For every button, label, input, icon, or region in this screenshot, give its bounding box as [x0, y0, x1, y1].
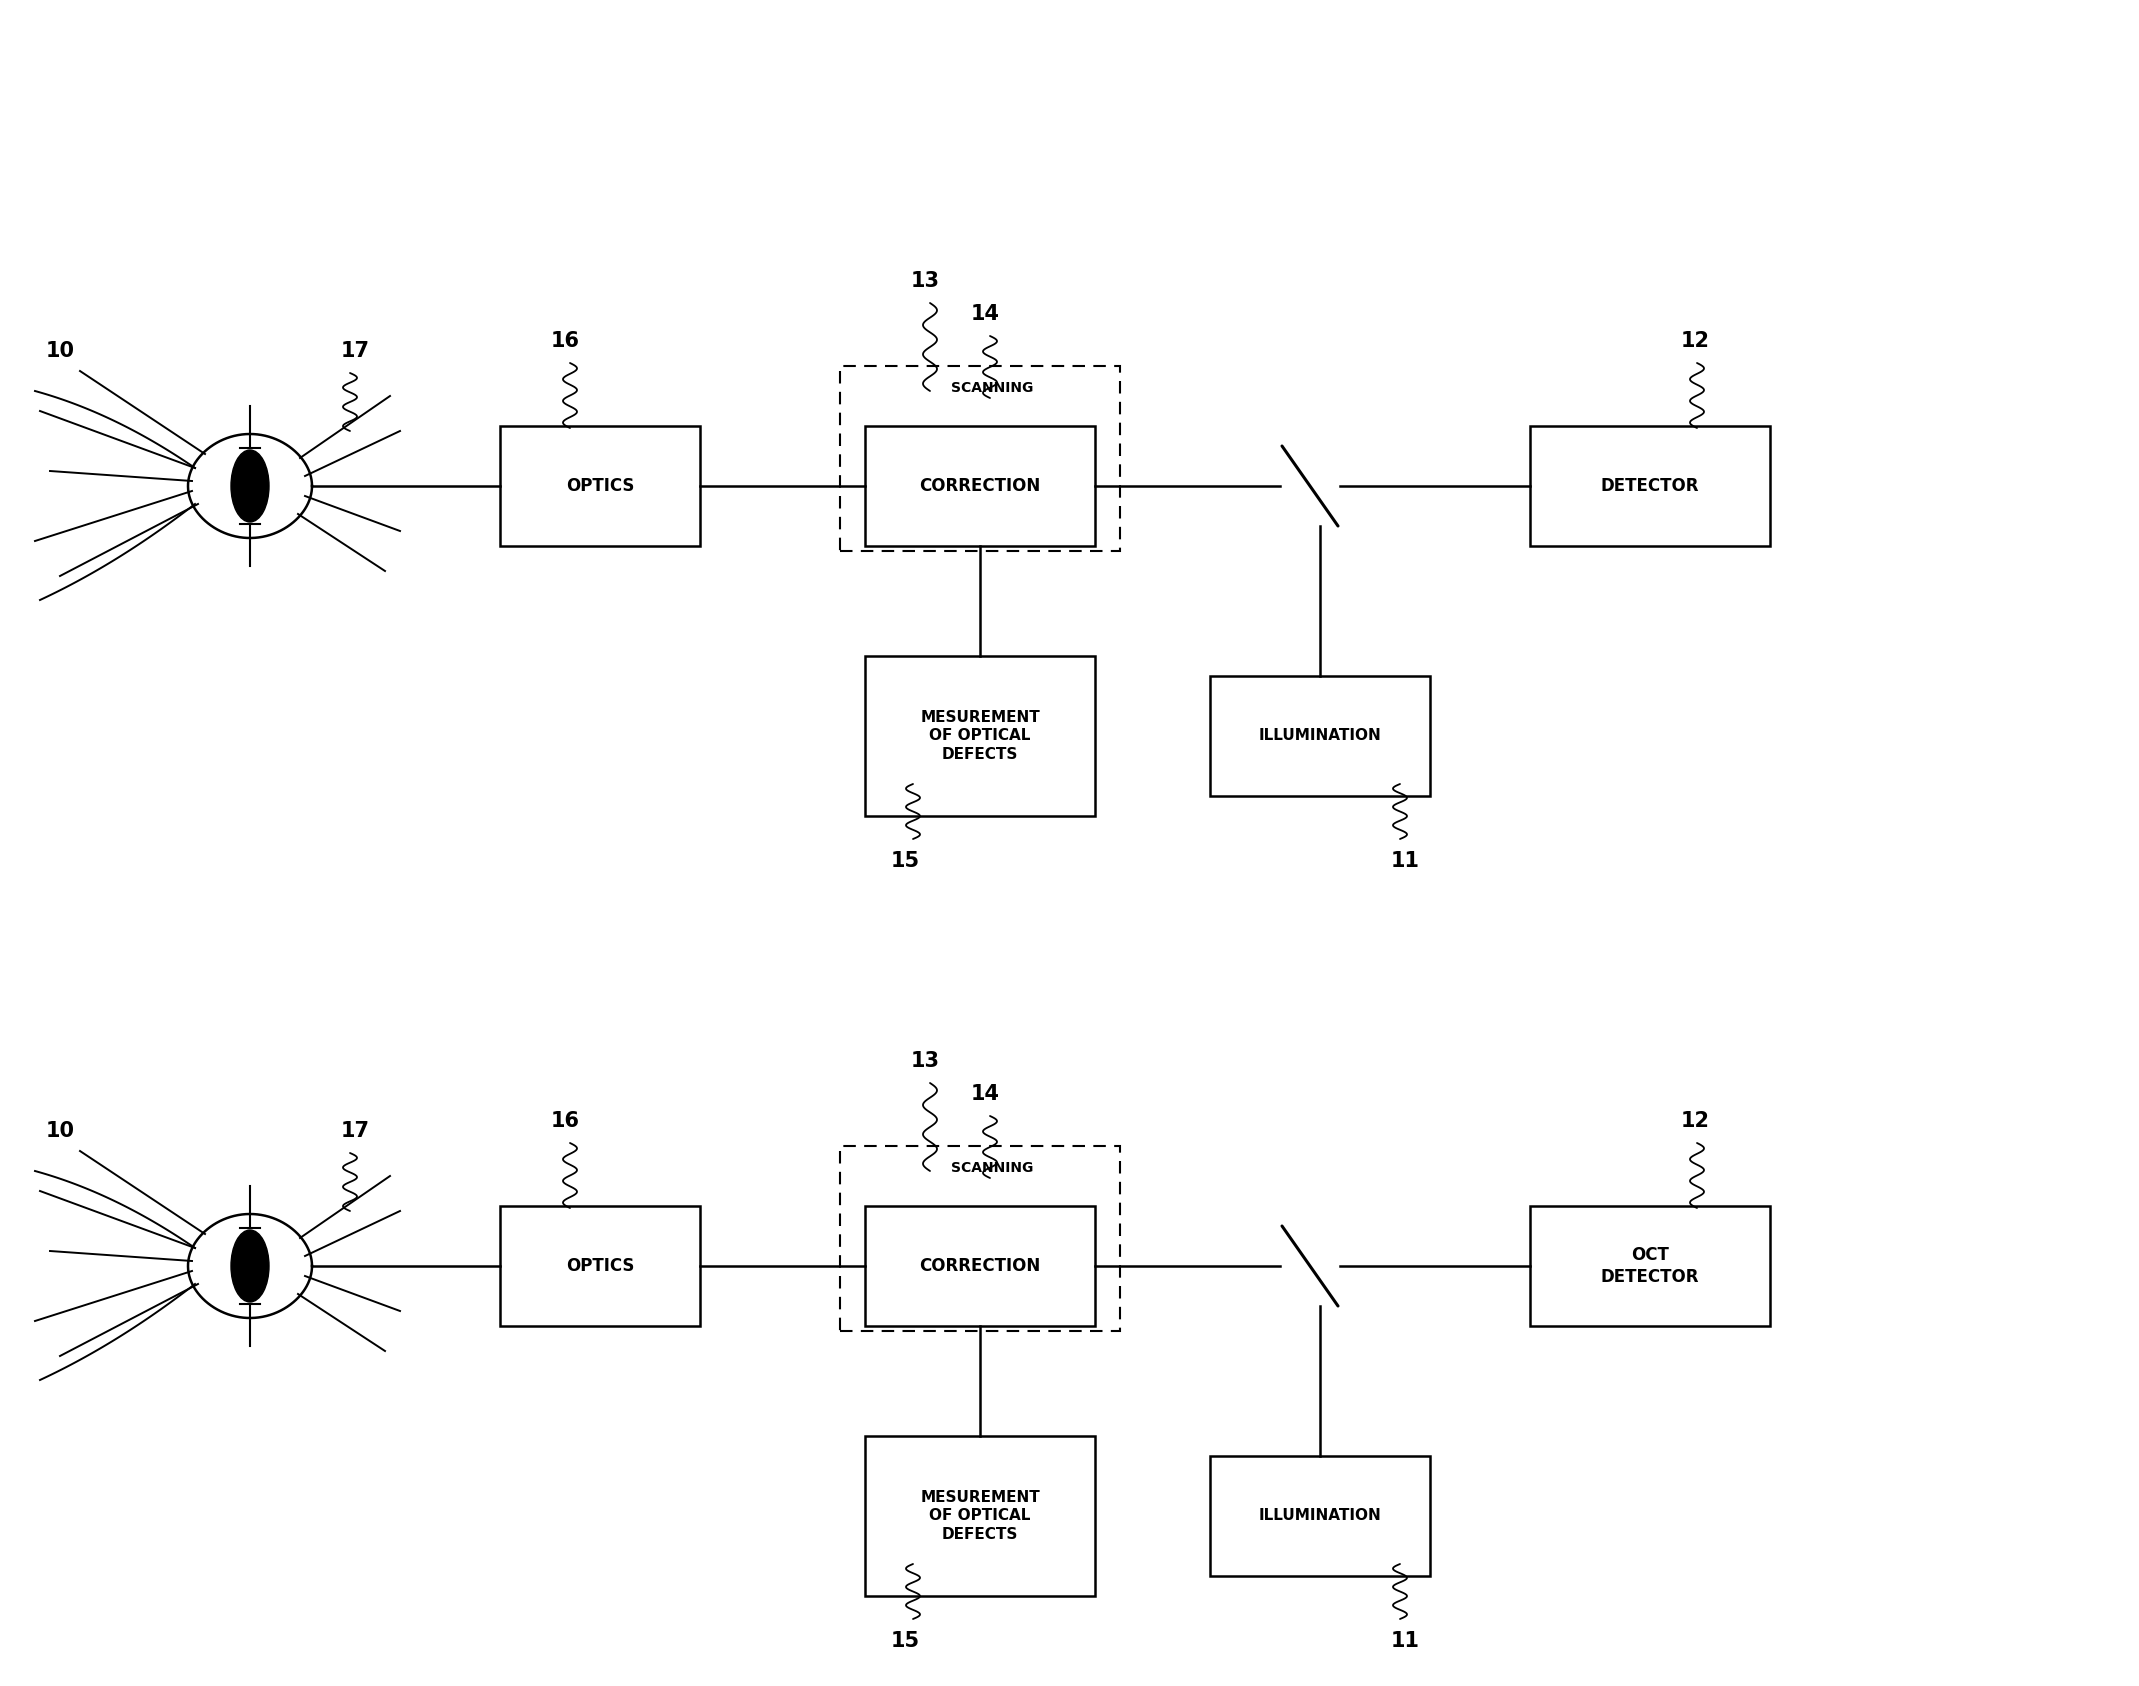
- Text: OPTICS: OPTICS: [567, 477, 633, 496]
- Text: MESUREMENT
OF OPTICAL
DEFECTS: MESUREMENT OF OPTICAL DEFECTS: [920, 1490, 1040, 1543]
- Text: 16: 16: [550, 1111, 580, 1131]
- Text: SCANNING: SCANNING: [952, 381, 1033, 395]
- Text: OCT
DETECTOR: OCT DETECTOR: [1600, 1246, 1698, 1286]
- FancyBboxPatch shape: [1211, 676, 1431, 796]
- Text: MESUREMENT
OF OPTICAL
DEFECTS: MESUREMENT OF OPTICAL DEFECTS: [920, 710, 1040, 762]
- Text: 17: 17: [340, 1121, 370, 1141]
- Text: CORRECTION: CORRECTION: [920, 477, 1042, 496]
- Text: 14: 14: [971, 303, 999, 324]
- Text: ILLUMINATION: ILLUMINATION: [1258, 1509, 1382, 1524]
- FancyBboxPatch shape: [501, 1205, 699, 1325]
- Text: 10: 10: [45, 1121, 75, 1141]
- Text: 15: 15: [890, 851, 920, 872]
- Text: 17: 17: [340, 341, 370, 361]
- FancyBboxPatch shape: [1529, 1205, 1769, 1325]
- Text: 12: 12: [1681, 1111, 1709, 1131]
- Text: 13: 13: [911, 1050, 939, 1071]
- Text: 11: 11: [1390, 851, 1420, 872]
- FancyBboxPatch shape: [864, 656, 1095, 816]
- FancyBboxPatch shape: [864, 427, 1095, 546]
- Ellipse shape: [231, 450, 270, 523]
- Text: 12: 12: [1681, 330, 1709, 351]
- Text: DETECTOR: DETECTOR: [1600, 477, 1698, 496]
- Text: 10: 10: [45, 341, 75, 361]
- Text: 14: 14: [971, 1084, 999, 1104]
- FancyBboxPatch shape: [501, 427, 699, 546]
- Text: SCANNING: SCANNING: [952, 1160, 1033, 1175]
- Text: OPTICS: OPTICS: [567, 1258, 633, 1275]
- Text: 15: 15: [890, 1630, 920, 1651]
- Ellipse shape: [231, 1231, 270, 1302]
- Text: CORRECTION: CORRECTION: [920, 1258, 1042, 1275]
- FancyBboxPatch shape: [864, 1436, 1095, 1597]
- FancyBboxPatch shape: [1529, 427, 1769, 546]
- FancyBboxPatch shape: [864, 1205, 1095, 1325]
- FancyBboxPatch shape: [1211, 1457, 1431, 1576]
- Text: ILLUMINATION: ILLUMINATION: [1258, 728, 1382, 744]
- Text: 13: 13: [911, 271, 939, 292]
- Text: 11: 11: [1390, 1630, 1420, 1651]
- Text: 16: 16: [550, 330, 580, 351]
